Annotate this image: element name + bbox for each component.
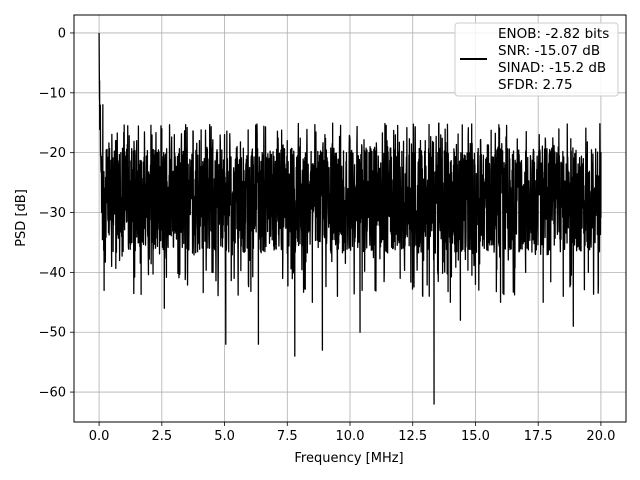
x-tick-label: 5.0 bbox=[214, 429, 235, 444]
y-tick-label: 0 bbox=[58, 26, 66, 41]
y-axis-label: PSD [dB] bbox=[14, 189, 29, 247]
y-tick-label: −50 bbox=[39, 326, 66, 341]
x-tick-label: 20.0 bbox=[586, 429, 615, 444]
y-tick-label: −10 bbox=[39, 86, 66, 101]
x-tick-label: 7.5 bbox=[277, 429, 298, 444]
psd-series bbox=[98, 32, 602, 405]
y-tick-label: −40 bbox=[39, 266, 66, 281]
legend-sinad: SINAD: -15.2 dB bbox=[498, 60, 606, 76]
x-tick-label: 0.0 bbox=[89, 429, 110, 444]
x-tick-label: 2.5 bbox=[151, 429, 172, 444]
legend-sfdr: SFDR: 2.75 bbox=[498, 77, 573, 93]
x-tick-label: 17.5 bbox=[524, 429, 553, 444]
x-axis-label: Frequency [MHz] bbox=[294, 451, 403, 466]
y-axis-ticks: 0 −10 −20 −30 −40 −50 −60 bbox=[39, 26, 74, 401]
y-tick-label: −30 bbox=[39, 206, 66, 221]
psd-line bbox=[98, 32, 602, 405]
y-tick-label: −60 bbox=[39, 386, 66, 401]
x-axis-ticks: 0.0 2.5 5.0 7.5 10.0 12.5 15.0 17.5 20.0 bbox=[89, 422, 615, 444]
x-tick-label: 15.0 bbox=[461, 429, 490, 444]
x-tick-label: 12.5 bbox=[398, 429, 427, 444]
x-tick-label: 10.0 bbox=[336, 429, 365, 444]
legend: ENOB: -2.82 bits SNR: -15.07 dB SINAD: -… bbox=[454, 22, 619, 97]
legend-snr: SNR: -15.07 dB bbox=[498, 43, 600, 59]
legend-enob: ENOB: -2.82 bits bbox=[498, 26, 609, 42]
y-tick-label: −20 bbox=[39, 146, 66, 161]
legend-box bbox=[454, 22, 619, 97]
